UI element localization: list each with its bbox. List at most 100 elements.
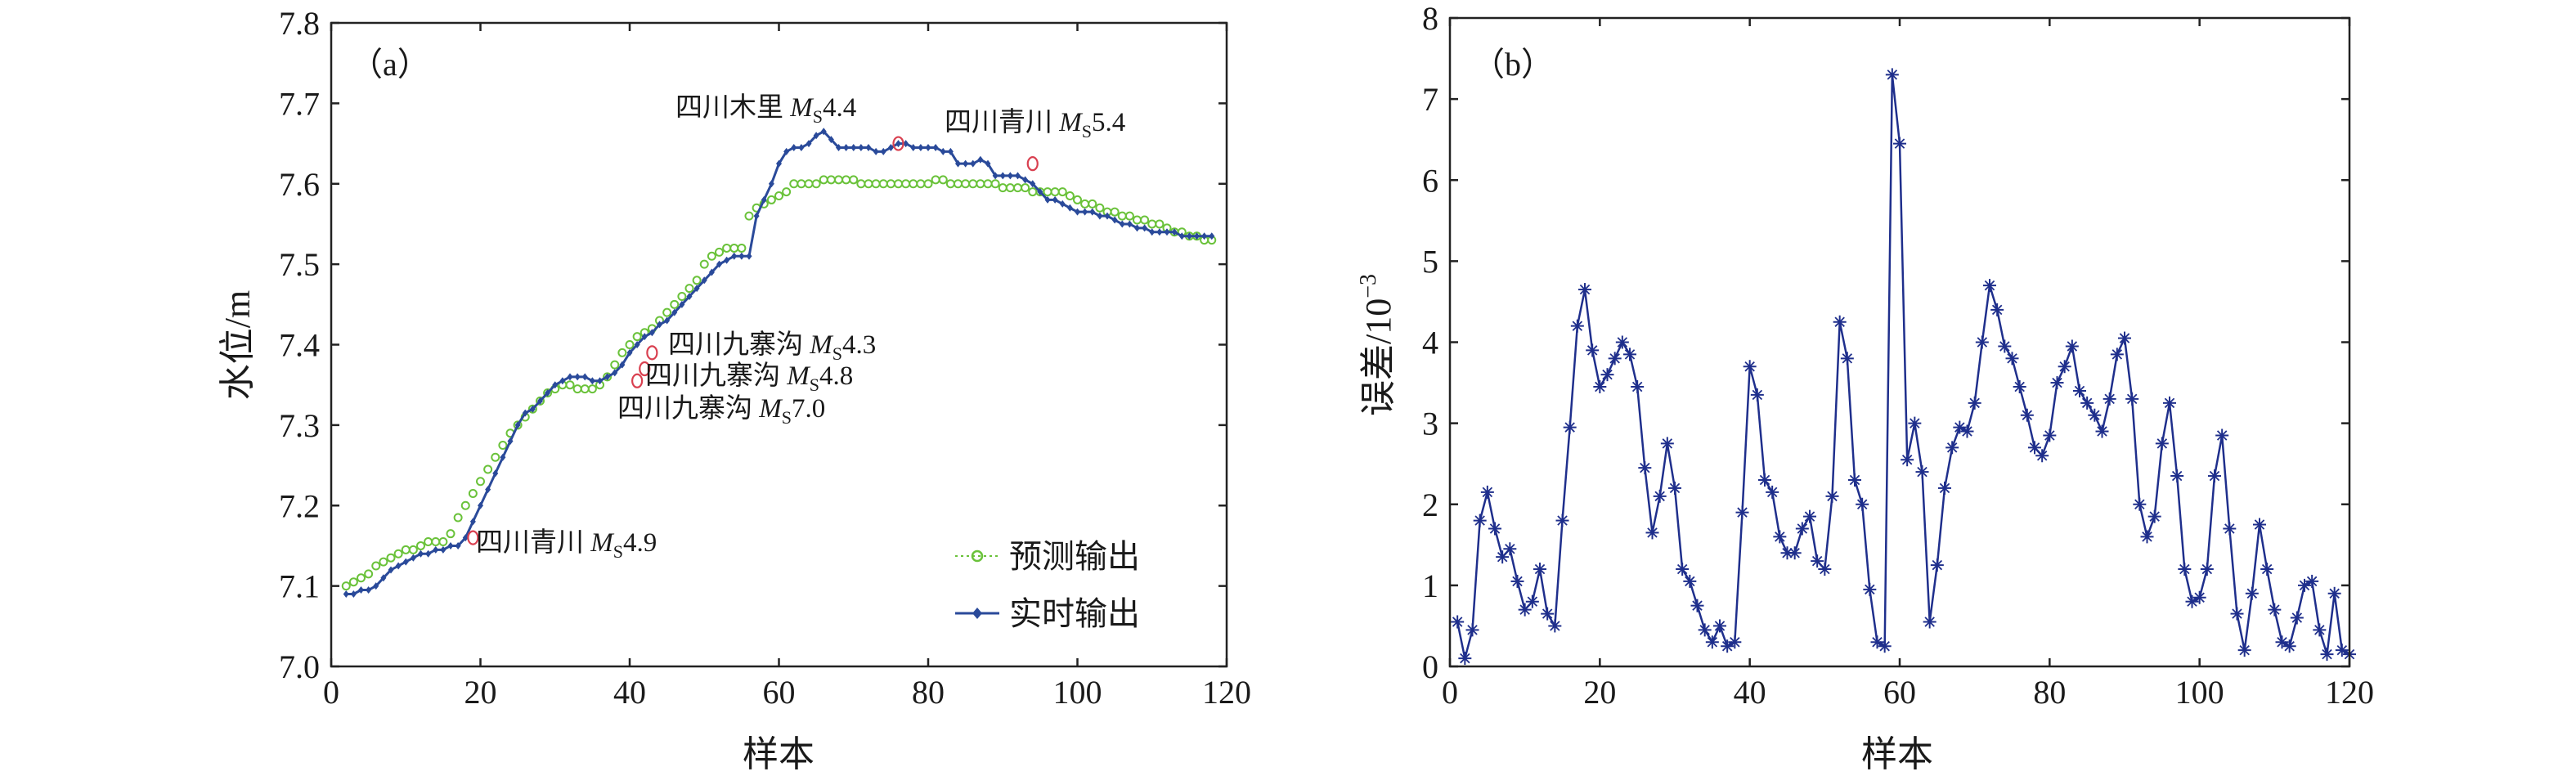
earthquake-annotation: 四川九寨沟 MS7.0 [617, 393, 825, 428]
annotation-subscript: S [813, 106, 823, 127]
annotation-location: 四川木里 [675, 92, 790, 123]
series-realtime-output [343, 128, 1215, 598]
event-marker [646, 345, 658, 361]
realtime-output-point [492, 469, 499, 478]
annotation-m-letter: M [758, 394, 783, 424]
predicted-point [811, 179, 821, 189]
panel-b-y-axis-title-exponent: −3 [1356, 274, 1381, 298]
predicted-point [1050, 187, 1060, 197]
predicted-point [715, 247, 724, 257]
predicted-point [968, 179, 978, 189]
error-point [2320, 648, 2334, 662]
error-point [2080, 396, 2094, 410]
predicted-point [990, 179, 1000, 189]
realtime-output-point [648, 329, 655, 337]
predicted-point [1057, 187, 1067, 197]
realtime-output-point [1126, 220, 1133, 228]
x-tick-label: 0 [323, 674, 339, 711]
error-point [1638, 461, 1652, 475]
realtime-output-point [738, 252, 745, 260]
error-point [2253, 518, 2266, 532]
earthquake-event-markers [467, 136, 1039, 545]
x-tick-label: 120 [2325, 674, 2374, 711]
y-tick-label: 7.7 [279, 85, 320, 122]
error-point [1825, 489, 1839, 503]
realtime-output-point [1015, 172, 1021, 180]
realtime-output-point [746, 252, 752, 260]
predicted-point [431, 537, 441, 547]
error-point [1623, 348, 1636, 361]
y-tick-label: 3 [1422, 406, 1438, 442]
realtime-output-point [402, 558, 409, 566]
predicted-point [364, 569, 374, 579]
error-point [1975, 335, 1989, 349]
realtime-output-point [418, 549, 424, 558]
realtime-output-point [581, 373, 588, 381]
realtime-output-point [478, 501, 483, 509]
error-point [2185, 594, 2199, 608]
predicted-point [468, 488, 478, 498]
realtime-output-point [612, 369, 618, 377]
error-point [1705, 635, 1719, 649]
error-point [2050, 376, 2064, 390]
annotation-subscript: S [810, 375, 819, 395]
predicted-point [804, 179, 814, 189]
predicted-point [386, 553, 396, 563]
error-point [2245, 586, 2259, 600]
x-tick-label: 80 [2033, 674, 2066, 711]
annotation-m-letter: M [786, 361, 810, 391]
error-point [1615, 335, 1629, 349]
realtime-output-point [880, 147, 886, 155]
predicted-point [744, 211, 754, 221]
predicted-point [834, 175, 843, 185]
panel-b-plot-frame [1448, 16, 2351, 668]
error-point [1930, 558, 1944, 572]
x-tick-label: 120 [1202, 674, 1251, 711]
error-point [1570, 319, 1584, 333]
error-point [2147, 509, 2161, 523]
realtime-output-point [1149, 228, 1156, 236]
predicted-point [707, 251, 716, 261]
predicted-point [998, 183, 1008, 193]
realtime-output-point [1104, 212, 1111, 220]
realtime-output-point [843, 143, 850, 151]
predicted-point [1013, 183, 1022, 193]
realtime-output-point [507, 437, 514, 446]
realtime-output-point [1142, 224, 1148, 232]
predicted-point [954, 179, 963, 189]
realtime-output-point [992, 172, 999, 180]
error-point [2290, 611, 2304, 625]
error-point [1968, 396, 1981, 410]
realtime-output-point [522, 409, 528, 417]
y-tick-label: 4 [1422, 325, 1438, 361]
realtime-output-point [366, 586, 372, 594]
realtime-output-point [1022, 176, 1029, 184]
predicted-point [1147, 219, 1157, 229]
predicted-point [699, 259, 709, 269]
error-point [1743, 360, 1757, 374]
error-point [2103, 392, 2116, 406]
predicted-point [460, 500, 470, 510]
error-point [2133, 497, 2147, 511]
annotation-subscript: S [782, 407, 792, 428]
predicted-point [498, 440, 508, 450]
predicted-point [797, 179, 806, 189]
realtime-output-point [1059, 200, 1066, 208]
annotation-m-letter: M [590, 528, 614, 558]
y-tick-label: 1 [1422, 567, 1438, 604]
realtime-output-point [963, 159, 969, 168]
predicted-point [1124, 211, 1134, 221]
annotation-location: 四川九寨沟 [668, 330, 810, 360]
y-tick-label: 2 [1422, 487, 1438, 523]
error-point [1878, 639, 1892, 653]
error-point [1586, 343, 1600, 357]
legend-actual-label: 实时输出 [1009, 595, 1140, 632]
panel-b-y-ticks: 0 1 2 3 4 5 6 7 8 [1422, 0, 2349, 685]
predicted-point [662, 307, 672, 317]
error-point [1848, 473, 1861, 487]
realtime-output-point [1156, 228, 1163, 236]
realtime-output-point [567, 373, 573, 381]
error-point [2005, 352, 2019, 366]
realtime-output-point [679, 300, 685, 308]
predicted-point [1065, 191, 1075, 201]
